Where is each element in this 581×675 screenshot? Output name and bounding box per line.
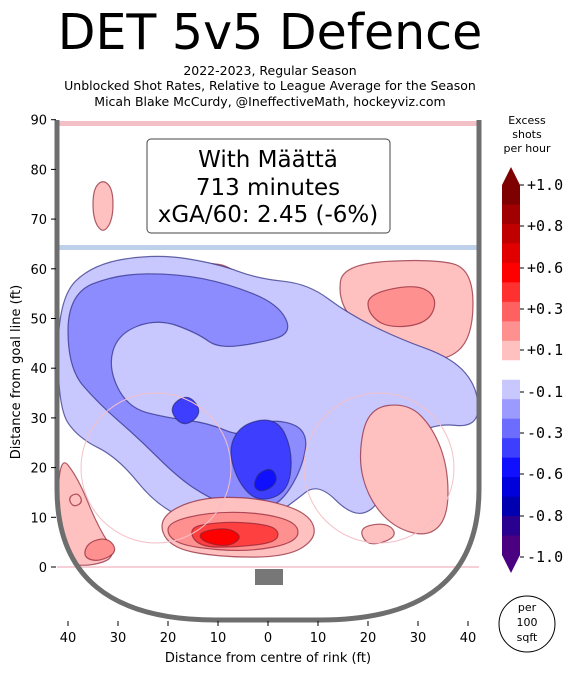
rink-outline <box>54 120 482 623</box>
y-tick-label-0: 0 <box>39 561 47 576</box>
unit-badge-line-1: per <box>518 601 537 614</box>
boards <box>54 120 482 623</box>
page-title: DET 5v5 Defence <box>57 4 483 61</box>
subtitle-line-1: 2022-2023, Regular Season <box>183 63 357 78</box>
colorbar: Excess shots per hour +1.0 +0.8 +0.6 +0.3 +0… <box>502 114 563 573</box>
x-tick-label-5: 10 <box>310 631 327 646</box>
unit-badge-line-3: sqft <box>517 631 538 644</box>
y-tick-label-8: 80 <box>30 163 47 178</box>
colorbar-band-15 <box>502 477 520 498</box>
info-box-frame <box>146 138 391 234</box>
colorbar-band-17 <box>502 516 520 537</box>
colorbar-band-7 <box>502 321 520 342</box>
colorbar-label-8: -0.8 <box>527 507 563 525</box>
colorbar-band-10 <box>502 379 520 400</box>
axes: 40 30 20 10 0 10 20 30 40 0 10 20 30 40 50 60 70 80 90 Dist… <box>9 114 476 666</box>
colorbar-band-9 <box>502 360 520 381</box>
contour-zone-17 <box>84 538 116 561</box>
colorbar-band-5 <box>502 282 520 303</box>
contour-zone-7 <box>171 396 200 425</box>
faceoff-circle-left <box>80 392 232 544</box>
x-tick-label-8: 40 <box>460 631 477 646</box>
contour-zone-16 <box>199 528 240 547</box>
colorbar-band-1 <box>502 204 520 225</box>
red-line <box>57 121 479 126</box>
colorbar-label-5: -0.1 <box>527 383 563 401</box>
colorbar-band-16 <box>502 496 520 517</box>
colorbar-bottom-arrow <box>502 555 520 573</box>
colorbar-band-3 <box>502 243 520 264</box>
colorbar-band-0 <box>502 185 520 205</box>
colorbar-band-12 <box>502 418 520 439</box>
colorbar-band-4 <box>502 262 520 283</box>
subtitle-line-3: Micah Blake McCurdy, @IneffectiveMath, h… <box>94 94 446 109</box>
colorbar-band-6 <box>502 301 520 322</box>
colorbar-title-2: shots <box>512 128 542 141</box>
colorbar-label-1: +0.8 <box>527 217 563 235</box>
x-tick-label-7: 30 <box>410 631 427 646</box>
unit-badge-circle <box>498 595 556 653</box>
faceoff-circle-right <box>303 392 455 544</box>
colorbar-band-14 <box>502 457 520 478</box>
x-tick-label-1: 30 <box>110 631 127 646</box>
unit-badge-line-2: 100 <box>517 616 538 629</box>
contour-zones <box>57 181 479 566</box>
contour-zone-10 <box>359 404 449 535</box>
blue-line <box>57 245 479 250</box>
info-line-2: 713 minutes <box>196 175 340 201</box>
contour-zone-9 <box>254 468 277 492</box>
y-axis-label: Distance from goal line (ft) <box>9 285 24 459</box>
y-tick-label-5: 50 <box>30 313 47 328</box>
y-tick-label-7: 70 <box>30 213 47 228</box>
colorbar-label-2: +0.6 <box>527 259 563 277</box>
colorbar-band-2 <box>502 223 520 244</box>
y-tick-label-4: 40 <box>30 362 47 377</box>
goal-net <box>255 569 283 585</box>
x-axis-label: Distance from centre of rink (ft) <box>165 651 371 666</box>
colorbar-label-4: +0.1 <box>527 341 563 359</box>
colorbar-band-11 <box>502 399 520 420</box>
colorbar-band-18 <box>502 535 520 556</box>
colorbar-label-9: -1.0 <box>527 548 563 566</box>
unit-badge: per 100 sqft <box>498 595 556 653</box>
x-tick-label-4: 0 <box>264 631 272 646</box>
contour-zone-18 <box>361 523 395 545</box>
contour-zone-4 <box>367 286 436 328</box>
colorbar-title-1: Excess <box>508 114 546 127</box>
contour-zone-12 <box>69 493 82 507</box>
y-tick-label-3: 30 <box>30 412 47 427</box>
colorbar-label-3: +0.3 <box>527 300 563 318</box>
colorbar-band-13 <box>502 438 520 459</box>
x-tick-label-3: 10 <box>210 631 227 646</box>
colorbar-band-8 <box>502 340 520 361</box>
colorbar-label-6: -0.3 <box>527 424 563 442</box>
info-line-1: With Määttä <box>198 147 338 173</box>
y-tick-label-6: 60 <box>30 263 47 278</box>
colorbar-label-0: +1.0 <box>527 176 563 194</box>
x-tick-label-0: 40 <box>60 631 77 646</box>
info-line-3: xGA/60: 2.45 (-6%) <box>158 202 379 228</box>
x-tick-label-6: 20 <box>360 631 377 646</box>
colorbar-title-3: per hour <box>504 142 551 155</box>
contour-zone-0 <box>92 181 114 231</box>
info-box: With Määttä 713 minutes xGA/60: 2.45 (-6… <box>146 138 391 234</box>
colorbar-top-arrow <box>502 167 520 185</box>
x-tick-label-2: 20 <box>160 631 177 646</box>
colorbar-label-7: -0.6 <box>527 465 563 483</box>
y-tick-label-1: 10 <box>30 511 47 526</box>
subtitle-line-2: Unblocked Shot Rates, Relative to League… <box>64 78 476 93</box>
y-tick-label-2: 20 <box>30 462 47 477</box>
y-tick-label-9: 90 <box>30 114 47 129</box>
